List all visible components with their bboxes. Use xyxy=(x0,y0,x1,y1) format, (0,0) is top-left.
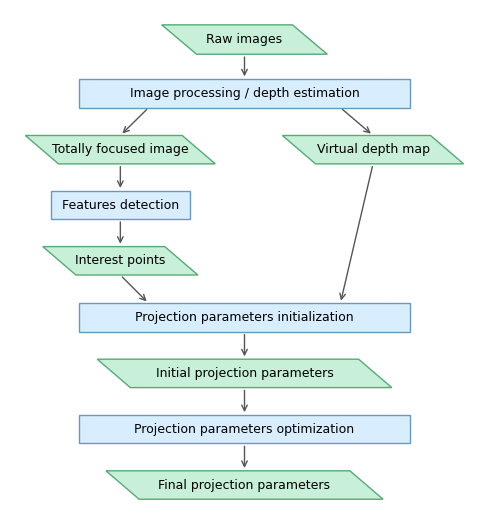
Text: Totally focused image: Totally focused image xyxy=(52,143,188,156)
Text: Projection parameters initialization: Projection parameters initialization xyxy=(135,311,353,324)
Bar xyxy=(79,304,409,332)
Text: Final projection parameters: Final projection parameters xyxy=(158,479,330,492)
Polygon shape xyxy=(106,471,382,499)
Text: Image processing / depth estimation: Image processing / depth estimation xyxy=(129,87,359,100)
Bar xyxy=(79,415,409,443)
Bar xyxy=(79,79,409,108)
Text: Projection parameters optimization: Projection parameters optimization xyxy=(134,423,354,436)
Text: Features detection: Features detection xyxy=(61,199,179,211)
Polygon shape xyxy=(282,135,463,164)
Polygon shape xyxy=(25,135,215,164)
Polygon shape xyxy=(43,247,198,275)
Text: Virtual depth map: Virtual depth map xyxy=(316,143,428,156)
Text: Raw images: Raw images xyxy=(206,33,282,46)
Text: Initial projection parameters: Initial projection parameters xyxy=(155,367,333,380)
Text: Interest points: Interest points xyxy=(75,255,165,267)
Bar xyxy=(51,191,190,219)
Polygon shape xyxy=(97,359,391,387)
Polygon shape xyxy=(162,25,326,54)
